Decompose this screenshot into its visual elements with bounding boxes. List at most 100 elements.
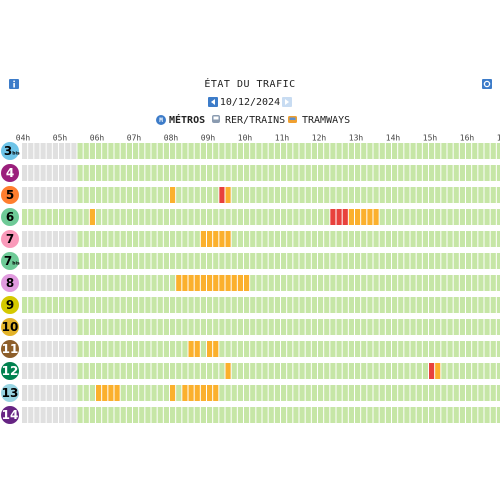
info-button[interactable] bbox=[9, 79, 19, 89]
time-slot bbox=[231, 319, 237, 335]
tab-rer-trains[interactable]: RER/TRAINS bbox=[225, 115, 285, 126]
time-slot bbox=[102, 385, 108, 401]
time-slot bbox=[330, 363, 336, 379]
time-slot bbox=[52, 319, 58, 335]
time-slot bbox=[324, 143, 330, 159]
time-slot bbox=[287, 363, 293, 379]
time-slot bbox=[268, 253, 274, 269]
time-slot bbox=[478, 143, 484, 159]
time-slot bbox=[126, 165, 132, 181]
time-slot bbox=[40, 253, 46, 269]
time-slot bbox=[225, 165, 231, 181]
time-slot bbox=[416, 319, 422, 335]
time-slot bbox=[318, 231, 324, 247]
time-slot bbox=[293, 209, 299, 225]
time-slot bbox=[102, 275, 108, 291]
time-slot bbox=[52, 231, 58, 247]
line-number: 9 bbox=[6, 298, 14, 312]
title: ÉTAT DU TRAFIC bbox=[204, 77, 295, 90]
time-slot bbox=[441, 253, 447, 269]
time-slot bbox=[496, 231, 500, 247]
time-slot bbox=[305, 187, 311, 203]
tram-icon[interactable] bbox=[288, 116, 297, 123]
time-slot bbox=[102, 407, 108, 423]
time-slot bbox=[311, 165, 317, 181]
time-slot bbox=[250, 231, 256, 247]
time-slot bbox=[114, 341, 120, 357]
time-slot bbox=[65, 319, 71, 335]
time-slot bbox=[96, 165, 102, 181]
tab-metros[interactable]: MÉTROS bbox=[169, 113, 205, 126]
time-slot bbox=[404, 143, 410, 159]
line-number: 10 bbox=[2, 320, 19, 334]
hour-label: 13h bbox=[349, 134, 364, 143]
time-slot bbox=[466, 341, 472, 357]
time-slot bbox=[237, 209, 243, 225]
time-slot bbox=[213, 341, 219, 357]
time-slot bbox=[151, 363, 157, 379]
time-slot bbox=[133, 209, 139, 225]
time-slot bbox=[126, 385, 132, 401]
time-slot bbox=[157, 319, 163, 335]
time-slot bbox=[145, 385, 151, 401]
time-slot bbox=[244, 319, 250, 335]
time-slot bbox=[305, 231, 311, 247]
time-slot bbox=[287, 297, 293, 313]
time-slot bbox=[22, 253, 28, 269]
line-badge-circle bbox=[1, 142, 19, 160]
time-slot bbox=[262, 407, 268, 423]
train-icon[interactable] bbox=[212, 115, 220, 123]
time-slot bbox=[176, 143, 182, 159]
previous-day[interactable] bbox=[208, 97, 218, 107]
time-slot bbox=[65, 385, 71, 401]
time-slot bbox=[250, 319, 256, 335]
time-slot bbox=[163, 165, 169, 181]
time-slot bbox=[478, 231, 484, 247]
time-slot bbox=[176, 341, 182, 357]
time-slot bbox=[262, 297, 268, 313]
time-slot bbox=[83, 165, 89, 181]
time-slot bbox=[373, 363, 379, 379]
time-slot bbox=[318, 407, 324, 423]
time-slot bbox=[379, 385, 385, 401]
time-slot bbox=[200, 253, 206, 269]
time-slot bbox=[46, 363, 52, 379]
time-slot bbox=[34, 165, 40, 181]
metro-icon[interactable]: M bbox=[156, 115, 166, 125]
time-slot bbox=[379, 209, 385, 225]
time-slot bbox=[379, 231, 385, 247]
search-button[interactable] bbox=[482, 79, 492, 89]
time-slot bbox=[361, 297, 367, 313]
time-slot bbox=[361, 363, 367, 379]
next-day[interactable] bbox=[282, 97, 292, 107]
time-slot bbox=[379, 363, 385, 379]
time-slot bbox=[281, 209, 287, 225]
time-slot bbox=[200, 319, 206, 335]
time-slot bbox=[311, 407, 317, 423]
time-slot bbox=[40, 319, 46, 335]
time-slot bbox=[145, 209, 151, 225]
time-slot bbox=[28, 297, 34, 313]
time-slot bbox=[244, 231, 250, 247]
time-slot bbox=[398, 187, 404, 203]
time-slot bbox=[83, 187, 89, 203]
time-slot bbox=[225, 319, 231, 335]
time-slot bbox=[244, 297, 250, 313]
tab-tramways[interactable]: TRAMWAYS bbox=[302, 115, 350, 126]
time-slot bbox=[151, 253, 157, 269]
time-slot bbox=[348, 253, 354, 269]
time-slot bbox=[237, 341, 243, 357]
time-slot bbox=[133, 407, 139, 423]
time-slot bbox=[219, 363, 225, 379]
time-slot bbox=[262, 165, 268, 181]
time-slot bbox=[200, 363, 206, 379]
time-slot bbox=[429, 319, 435, 335]
time-slot bbox=[213, 253, 219, 269]
time-slot bbox=[281, 319, 287, 335]
time-slot bbox=[478, 341, 484, 357]
time-slot bbox=[496, 165, 500, 181]
time-slot bbox=[77, 385, 83, 401]
time-slot bbox=[102, 187, 108, 203]
time-slot bbox=[392, 385, 398, 401]
time-slot bbox=[219, 165, 225, 181]
